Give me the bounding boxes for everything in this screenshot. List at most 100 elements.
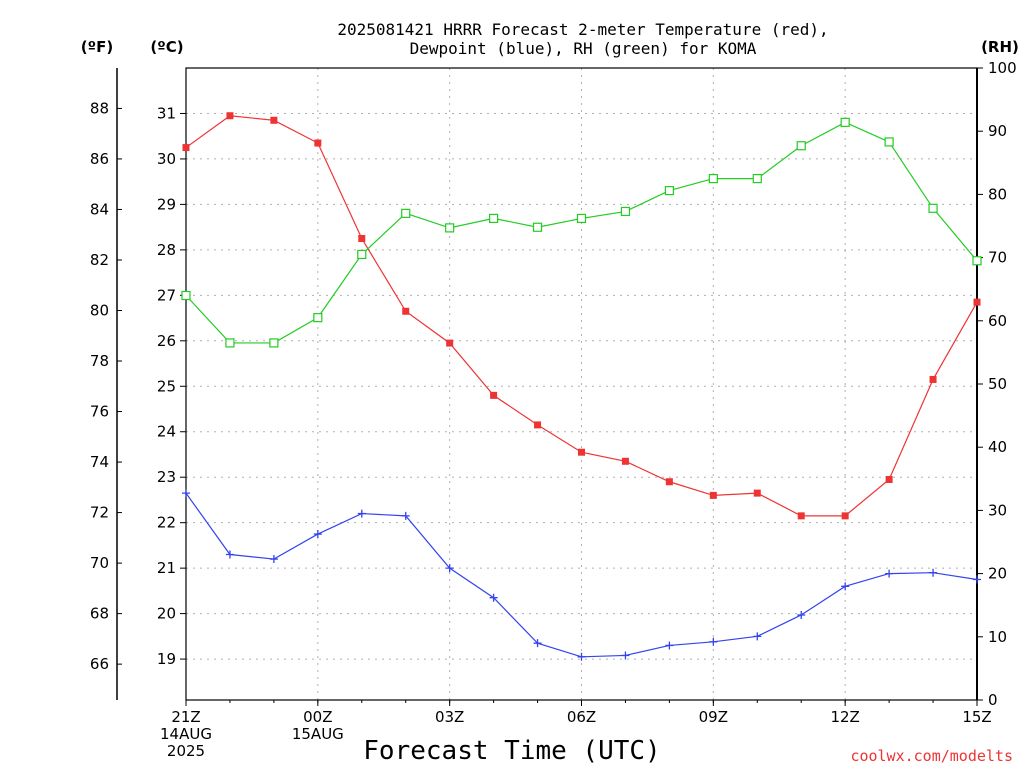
rh-tick-label-6: 60 — [988, 312, 1007, 330]
rh-point-18 — [972, 256, 982, 266]
x-tick-label-2-0: 03Z — [435, 708, 464, 726]
fahrenheit-tick-label-1: 68 — [90, 605, 109, 623]
rh-tick-label-1: 10 — [988, 628, 1007, 646]
dewpoint-point-12 — [709, 637, 718, 646]
celsius-tick-label-2: 21 — [157, 559, 176, 577]
fahrenheit-tick-label-5: 76 — [90, 403, 109, 421]
fahrenheit-tick-label-9: 84 — [90, 200, 109, 218]
fahrenheit-unit-label: (ºF) — [81, 38, 113, 56]
rh-tick-label-0: 0 — [988, 691, 998, 709]
dewpoint-point-15 — [841, 582, 850, 591]
dewpoint-point-5 — [401, 511, 410, 520]
fahrenheit-tick-label-8: 82 — [90, 251, 109, 269]
credit-label: coolwx.com/modelts — [850, 747, 1013, 765]
rh-tick-label-4: 40 — [988, 438, 1007, 456]
celsius-tick-label-10: 29 — [157, 195, 176, 213]
rh-point-8 — [532, 222, 543, 232]
rh-point-2 — [269, 338, 279, 348]
fahrenheit-tick-label-4: 74 — [90, 453, 109, 471]
fahrenheit-tick-label-3: 72 — [90, 504, 109, 522]
celsius-tick-label-4: 23 — [157, 468, 176, 486]
celsius-tick-label-7: 26 — [157, 332, 176, 350]
x-tick-label-5-0: 12Z — [830, 708, 859, 726]
temperature-point-17 — [929, 375, 937, 383]
x-axis-label: Forecast Time (UTC) — [363, 736, 660, 766]
celsius-tick-label-8: 27 — [157, 286, 176, 304]
temperature-point-0 — [182, 144, 190, 152]
temperature-point-7 — [490, 391, 498, 399]
rh-tick-label-3: 30 — [988, 501, 1007, 519]
dewpoint-point-1 — [225, 550, 234, 559]
temperature-point-15 — [841, 512, 849, 520]
fahrenheit-tick-label-10: 86 — [90, 150, 109, 168]
rh-line — [185, 121, 978, 344]
dewpoint-point-17 — [929, 568, 938, 577]
rh-tick-label-2: 20 — [988, 565, 1007, 583]
celsius-tick-label-5: 24 — [157, 423, 176, 441]
temperature-point-3 — [314, 139, 322, 147]
celsius-tick-label-1: 20 — [157, 605, 176, 623]
dewpoint-point-11 — [665, 641, 674, 650]
rh-point-4 — [357, 249, 367, 260]
rh-point-0 — [181, 290, 191, 301]
celsius-unit-label: (ºC) — [150, 38, 183, 56]
x-tick-label-1-1: 15AUG — [292, 725, 344, 743]
temperature-point-18 — [973, 298, 981, 306]
temperature-point-1 — [226, 112, 234, 120]
temperature-point-16 — [885, 475, 893, 483]
temperature-point-10 — [621, 457, 629, 465]
rh-point-3 — [313, 313, 323, 323]
temperature-point-8 — [534, 421, 542, 429]
dewpoint-point-14 — [797, 610, 806, 619]
fahrenheit-tick-label-6: 78 — [90, 352, 109, 370]
dewpoint-point-16 — [885, 569, 894, 578]
celsius-tick-label-12: 31 — [157, 104, 176, 122]
temperature-point-5 — [402, 307, 410, 315]
chart-title-line1: 2025081421 HRRR Forecast 2-meter Tempera… — [337, 20, 828, 39]
dewpoint-point-6 — [445, 564, 454, 573]
rh-point-17 — [928, 203, 938, 213]
celsius-tick-label-3: 22 — [157, 514, 176, 532]
temperature-point-9 — [578, 448, 585, 456]
x-tick-label-0-1: 14AUG — [160, 725, 212, 743]
rh-point-15 — [840, 117, 850, 127]
fahrenheit-tick-label-2: 70 — [90, 554, 109, 572]
rh-point-11 — [664, 186, 674, 196]
celsius-tick-label-11: 30 — [157, 150, 176, 168]
rh-point-9 — [576, 213, 587, 224]
x-tick-label-6-0: 15Z — [962, 708, 991, 726]
fahrenheit-tick-label-0: 66 — [90, 655, 109, 673]
rh-point-5 — [401, 208, 411, 218]
dewpoint-point-9 — [577, 652, 586, 661]
rh-point-13 — [752, 174, 762, 184]
dewpoint-point-8 — [533, 639, 542, 648]
rh-tick-label-10: 100 — [988, 59, 1017, 77]
grid-lines — [186, 68, 977, 700]
celsius-tick-label-0: 19 — [157, 650, 176, 668]
x-tick-label-3-0: 06Z — [567, 708, 596, 726]
dewpoint-point-18 — [973, 575, 981, 584]
fahrenheit-tick-label-11: 88 — [90, 99, 109, 117]
rh-point-6 — [445, 223, 455, 233]
temperature-point-11 — [665, 478, 673, 486]
rh-tick-label-5: 50 — [988, 375, 1007, 393]
chart-title-line2: Dewpoint (blue), RH (green) for KOMA — [410, 39, 757, 58]
rh-tick-label-9: 90 — [988, 122, 1007, 140]
rh-point-14 — [796, 141, 806, 151]
temperature-point-6 — [446, 339, 454, 347]
celsius-tick-label-9: 28 — [157, 241, 176, 259]
celsius-tick-label-6: 25 — [157, 377, 176, 395]
dewpoint-point-7 — [489, 593, 498, 602]
dewpoint-point-3 — [313, 530, 322, 539]
rh-point-16 — [884, 137, 894, 147]
x-tick-label-4-0: 09Z — [699, 708, 728, 726]
axes — [116, 67, 983, 706]
rh-unit-label: (RH) — [981, 38, 1019, 56]
rh-tick-label-8: 80 — [988, 185, 1007, 203]
fahrenheit-tick-label-7: 80 — [90, 301, 109, 319]
temperature-point-14 — [797, 512, 805, 520]
rh-point-12 — [708, 174, 718, 184]
rh-point-1 — [225, 338, 235, 348]
dewpoint-point-4 — [357, 509, 366, 518]
